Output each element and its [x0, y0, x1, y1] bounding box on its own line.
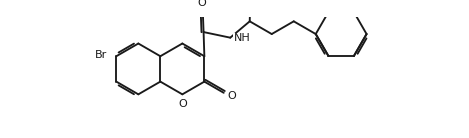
- Text: O: O: [227, 91, 236, 101]
- Text: O: O: [178, 99, 187, 109]
- Text: Br: Br: [95, 51, 107, 60]
- Text: O: O: [197, 0, 206, 8]
- Text: NH: NH: [234, 33, 250, 43]
